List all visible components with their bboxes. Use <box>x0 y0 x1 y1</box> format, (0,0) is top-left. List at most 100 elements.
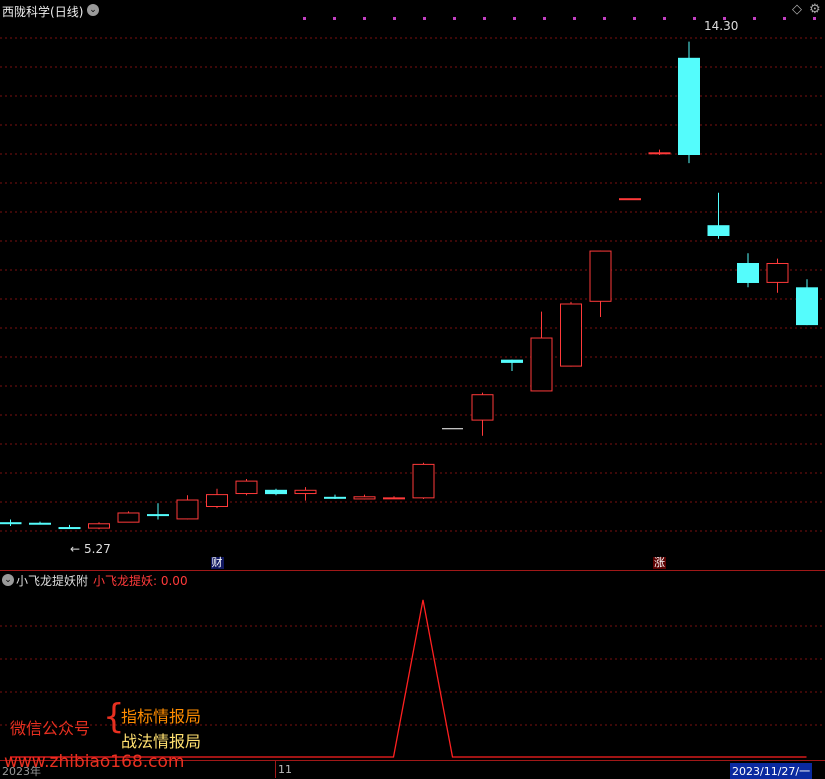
candle-body <box>766 263 789 283</box>
top-dot-marker <box>753 17 756 20</box>
top-dot-marker <box>693 17 696 20</box>
candle-body <box>176 499 199 520</box>
candle-down <box>796 279 818 326</box>
brace-icon: { <box>103 697 125 737</box>
candle-up <box>560 301 582 367</box>
candle-body <box>501 359 523 363</box>
candle-body <box>294 489 317 495</box>
top-dot-marker <box>303 17 306 20</box>
candle-down <box>265 488 287 496</box>
top-dot-marker <box>573 17 576 20</box>
chevron-down-icon[interactable]: ⌄ <box>2 574 14 586</box>
candle-body <box>678 57 700 155</box>
date-readout: 2023/11/27/一 <box>730 763 813 779</box>
candle-up <box>383 496 405 500</box>
diamond-icon[interactable]: ◇ <box>792 2 802 17</box>
top-dot-marker <box>483 17 486 20</box>
high-price-label: 14.30 <box>704 19 739 33</box>
candle-body <box>737 263 759 283</box>
candle-up <box>530 311 553 392</box>
candle-up <box>176 495 199 520</box>
candle-down <box>29 521 51 525</box>
candle-body <box>324 496 346 499</box>
candlestick-series <box>0 41 818 530</box>
candle-up <box>619 198 641 201</box>
candle-body <box>589 250 612 302</box>
candle-body <box>353 496 376 500</box>
candle-body <box>530 337 553 392</box>
candle-up <box>235 479 258 496</box>
finance-badge[interactable]: 财 <box>210 556 224 569</box>
candle-down <box>147 503 169 520</box>
candle-body <box>117 512 140 523</box>
watermark-line2: 战法情报局 <box>121 732 202 751</box>
candle-down <box>58 524 81 530</box>
candle-down <box>324 494 346 499</box>
top-dot-marker <box>543 17 546 20</box>
indicator-series <box>10 599 807 758</box>
candle-up <box>117 511 140 523</box>
candle-down <box>0 519 22 526</box>
candle-body <box>88 523 110 529</box>
top-dot-marker <box>453 17 456 20</box>
candle-body <box>796 287 818 326</box>
axis-label-month: 11 <box>278 763 292 776</box>
candle-body <box>147 514 169 517</box>
top-dot-marker <box>663 17 666 20</box>
watermark-url: www.zhibiao168.com <box>4 752 185 772</box>
candle-up <box>766 258 789 293</box>
candle-up <box>353 494 376 500</box>
candle-up <box>589 250 612 317</box>
indicator-value-label: 小飞龙提妖: 0.00 <box>93 574 188 588</box>
candle-body <box>560 303 582 367</box>
indicator-grid <box>0 625 825 761</box>
top-dot-marker <box>423 17 426 20</box>
candle-body <box>619 198 641 201</box>
candle-up <box>294 487 317 501</box>
candle-down <box>737 253 759 288</box>
candle-up <box>412 462 435 499</box>
candle-body <box>707 225 730 236</box>
top-dot-marker <box>333 17 336 20</box>
top-dot-marker <box>393 17 396 20</box>
chevron-down-icon[interactable]: ⌄ <box>87 4 99 16</box>
candle-body <box>29 522 51 525</box>
candle-up <box>471 392 494 436</box>
settings-icon[interactable]: ⚙ <box>809 2 821 17</box>
watermark-wechat-label: 微信公众号 <box>10 719 91 738</box>
top-dot-marker <box>603 17 606 20</box>
candle-body <box>206 494 228 507</box>
low-price-label: 5.27 <box>84 542 111 556</box>
top-dot-marker <box>723 17 726 20</box>
top-dot-marker <box>783 17 786 20</box>
candle-body <box>648 152 671 155</box>
candle-up <box>88 522 110 530</box>
candle-down <box>707 192 730 239</box>
stock-title: 西陇科学(日线) <box>2 3 83 20</box>
candle-down <box>501 359 523 371</box>
limit-up-badge[interactable]: 涨 <box>653 556 666 569</box>
low-arrow-icon: ← <box>70 542 81 556</box>
top-dot-marker <box>633 17 636 20</box>
top-dot-marker <box>363 17 366 20</box>
candle-body <box>383 497 405 500</box>
candle-body <box>265 489 287 495</box>
candle-up <box>206 488 228 509</box>
candle-body <box>412 463 435 499</box>
period-label: (日线) <box>50 5 84 19</box>
top-dot-marker <box>813 17 816 20</box>
watermark-line1: 指标情报局 <box>121 707 202 726</box>
candle-body <box>58 527 81 530</box>
stock-name: 西陇科学 <box>2 5 51 19</box>
candle-body <box>0 522 22 525</box>
candle-body <box>471 394 494 421</box>
axis-label-year: 2023年 <box>2 765 41 778</box>
main-grid <box>0 17 825 571</box>
candle-down <box>678 41 700 164</box>
candle-body <box>235 480 258 495</box>
indicator-name: 小飞龙提妖附 <box>16 574 89 588</box>
indicator-line <box>10 599 807 758</box>
candle-up <box>648 149 671 155</box>
top-dot-marker <box>513 17 516 20</box>
